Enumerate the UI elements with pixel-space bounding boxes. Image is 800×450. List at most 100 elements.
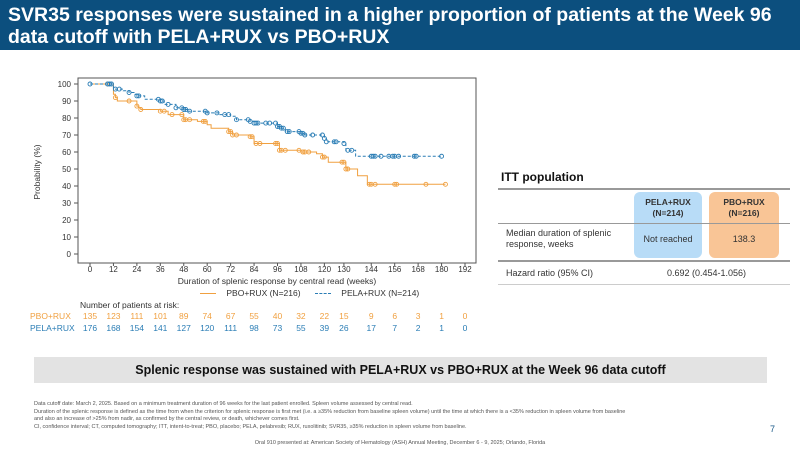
censor-mark: [214, 110, 220, 116]
risk-count: 39: [319, 323, 330, 333]
risk-count: 135: [82, 311, 98, 321]
censor-mark: [300, 149, 306, 155]
censor-mark: [181, 117, 187, 123]
y-tick-label: 10: [62, 233, 71, 242]
censor-mark: [392, 181, 398, 187]
x-tick-label: 96: [273, 265, 282, 274]
risk-count: 168: [106, 323, 121, 333]
censor-mark: [134, 103, 140, 109]
km-curve-pbo: [90, 83, 446, 185]
risk-count: 55: [296, 323, 306, 333]
legend-swatch-pela: [314, 293, 331, 295]
x-tick-label: 84: [250, 265, 259, 274]
censor-mark: [183, 107, 189, 112]
censor-mark: [202, 118, 208, 124]
x-tick-label: 60: [203, 265, 212, 274]
censor-mark: [323, 139, 329, 145]
x-tick-label: 156: [388, 265, 402, 274]
risk-count: 111: [130, 311, 144, 321]
censor-mark: [319, 154, 325, 160]
censor-mark: [423, 181, 429, 187]
censor-mark: [134, 93, 140, 99]
censor-mark: [275, 141, 280, 146]
col-header-pbo: PBO+RUX: [723, 197, 765, 207]
y-tick-label: 60: [62, 148, 71, 157]
risk-count: 67: [225, 311, 236, 321]
y-tick-label: 30: [62, 199, 71, 208]
risk-count: 32: [296, 311, 306, 321]
censor-mark: [179, 112, 185, 118]
y-tick-label: 20: [62, 216, 71, 225]
censor-mark: [339, 159, 345, 165]
risk-count: 154: [129, 323, 144, 333]
risk-count: 1: [439, 323, 444, 333]
y-tick-label: 40: [62, 182, 71, 191]
page-number: 7: [770, 424, 776, 434]
row-hr-label: Hazard ratio (95% CI): [506, 268, 594, 278]
risk-row: PELA+RUX 176 168 154 141 127 120 111 98 73 55 39 26 1…: [0, 323, 500, 335]
censor-mark: [341, 141, 347, 146]
risk-count: 74: [202, 311, 212, 321]
km-chart: 0 12 24 36 48 60 72 84 96 108 120 130 144 156 168 180 19…: [32, 77, 477, 286]
risk-count: 9: [368, 311, 374, 321]
censor-mark: [157, 98, 163, 104]
censor-mark: [372, 181, 378, 187]
censor-mark: [366, 181, 372, 187]
censor-mark: [126, 98, 132, 104]
censor-mark: [187, 117, 193, 123]
risk-count: 127: [176, 323, 191, 333]
y-axis-label: Probability (%): [32, 144, 42, 199]
x-tick-label: 72: [226, 265, 235, 274]
risk-count: 141: [153, 323, 168, 333]
hazard-ratio: 0.692 (0.454-1.056): [666, 268, 747, 278]
legend-pbo: PBO+RUX (N=216): [226, 288, 301, 298]
pela-column-bg: [634, 192, 702, 258]
censor-mark: [296, 147, 302, 153]
censor-mark: [267, 120, 273, 126]
median-pbo: 138.3: [732, 234, 756, 244]
censor-mark: [257, 141, 263, 146]
footnote: and also an increase of >25% from nadir,…: [34, 416, 300, 422]
censor-mark: [302, 132, 308, 138]
risk-row-label: PELA+RUX: [30, 323, 75, 333]
row-median-label: Median duration of splenic: [506, 228, 612, 238]
censor-mark: [107, 81, 112, 87]
censor-mark: [282, 147, 288, 153]
risk-row-label: PBO+RUX: [30, 311, 71, 321]
censor-mark: [159, 98, 165, 104]
x-tick-label: 180: [435, 265, 449, 274]
risk-count: 1: [439, 311, 444, 321]
censor-mark: [181, 107, 187, 112]
censor-mark: [138, 107, 144, 112]
y-tick-label: 70: [62, 131, 71, 140]
censor-mark: [298, 130, 304, 136]
x-axis-label: Duration of splenic response by central …: [178, 276, 377, 286]
x-tick-label: 36: [156, 265, 165, 274]
censor-mark: [249, 134, 255, 140]
censor-mark: [234, 117, 239, 123]
risk-count: 176: [82, 323, 98, 333]
censor-mark: [253, 120, 259, 126]
censor-mark: [204, 110, 210, 116]
censor-mark: [255, 120, 261, 126]
risk-count: 101: [153, 311, 168, 321]
censor-mark: [443, 181, 448, 187]
censor-mark: [112, 95, 118, 101]
censor-mark: [169, 112, 175, 118]
censor-mark: [234, 132, 239, 138]
censor-mark: [87, 81, 93, 87]
risk-count: 0: [462, 311, 468, 321]
risk-count: 7: [392, 323, 398, 333]
risk-count: 6: [392, 311, 398, 321]
x-tick-label: 12: [109, 265, 118, 274]
censor-mark: [116, 86, 122, 92]
presentation-note: Oral 910 presented at: American Society …: [254, 440, 546, 446]
censor-mark: [161, 108, 167, 114]
legend: PBO+RUX (N=216) PELA+RUX (N=214): [200, 288, 419, 298]
censor-mark: [331, 139, 337, 145]
censor-mark: [278, 125, 284, 131]
censor-mark: [275, 124, 280, 129]
legend-pela: PELA+RUX (N=214): [341, 288, 420, 298]
censor-mark: [200, 118, 206, 124]
censor-mark: [333, 139, 339, 145]
